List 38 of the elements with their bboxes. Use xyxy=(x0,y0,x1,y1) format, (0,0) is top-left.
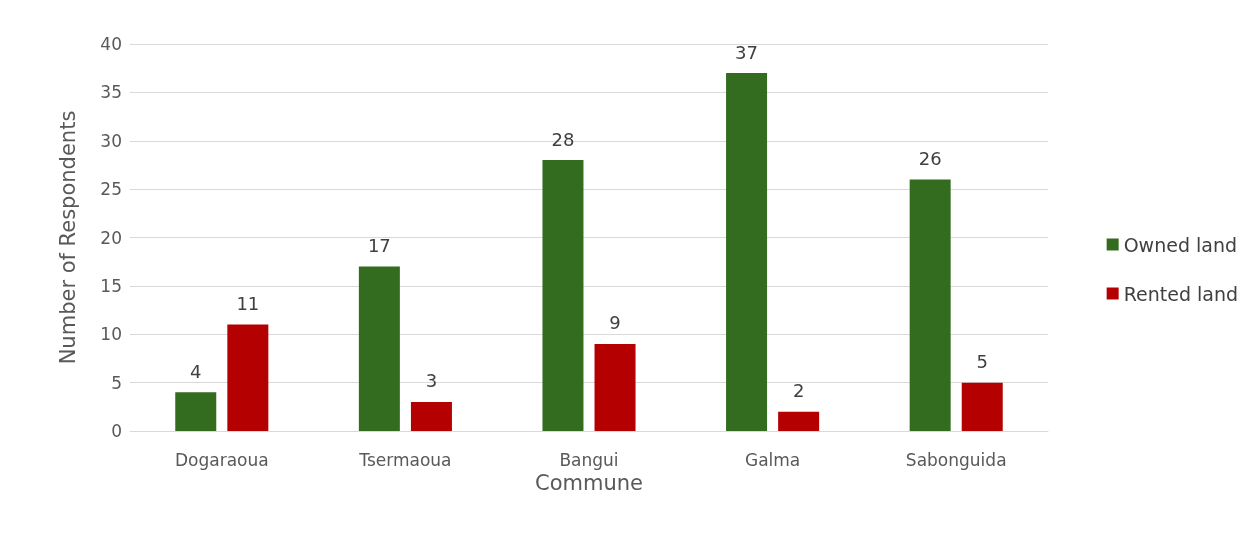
data-label: 2 xyxy=(792,380,805,402)
y-axis-title: Number of Respondents xyxy=(55,110,80,365)
bar xyxy=(358,266,400,431)
y-tick-label: 40 xyxy=(100,34,122,54)
bar xyxy=(410,401,452,431)
bar xyxy=(961,382,1003,431)
y-tick-label: 10 xyxy=(100,324,122,345)
x-tick-label: Galma xyxy=(744,449,801,470)
data-label: 11 xyxy=(236,293,260,315)
bar xyxy=(175,392,217,431)
y-tick-label: 5 xyxy=(111,372,122,393)
data-label: 17 xyxy=(367,235,391,257)
x-tick-label: Sabonguida xyxy=(905,449,1007,470)
y-tick-label: 20 xyxy=(100,227,122,248)
legend-label: Owned land xyxy=(1123,233,1238,256)
data-label: 9 xyxy=(609,312,621,334)
bar xyxy=(726,73,768,431)
bar xyxy=(594,343,636,431)
x-tick-label: Dogaraoua xyxy=(174,449,269,470)
bar xyxy=(909,179,951,431)
y-tick-label: 25 xyxy=(100,179,122,200)
bar xyxy=(227,324,269,431)
y-tick-label: 0 xyxy=(111,421,122,441)
bar xyxy=(542,160,584,431)
x-axis-title: Commune xyxy=(535,471,643,496)
y-tick-label: 35 xyxy=(100,82,122,103)
legend-label: Rented land xyxy=(1123,282,1238,305)
data-label: 5 xyxy=(976,351,988,373)
data-label: 28 xyxy=(551,128,575,150)
x-tick-label: Tsermaoua xyxy=(358,449,452,470)
y-tick-label: 15 xyxy=(100,275,122,296)
data-label: 4 xyxy=(190,360,202,382)
data-label: 37 xyxy=(735,41,759,63)
data-label: 26 xyxy=(918,147,942,169)
data-label: 3 xyxy=(425,370,438,392)
y-tick-label: 30 xyxy=(100,130,122,151)
bar xyxy=(778,411,820,431)
x-tick-label: Bangui xyxy=(559,449,619,470)
